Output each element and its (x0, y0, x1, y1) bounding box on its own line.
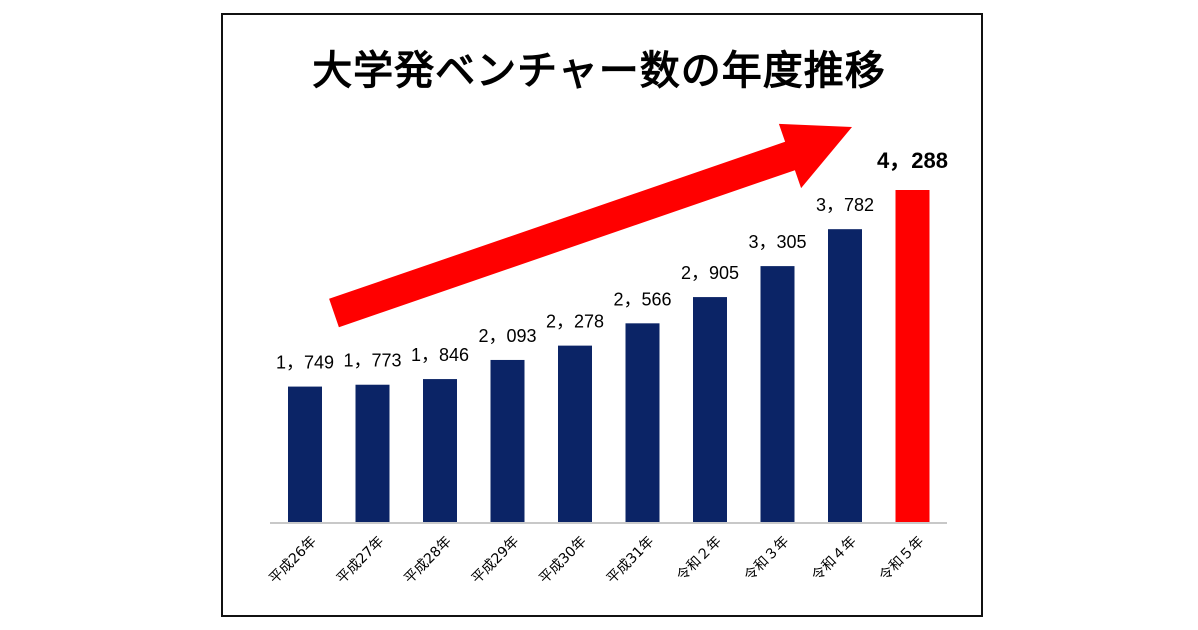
x-tick-label-3: 平成28年 (401, 534, 455, 588)
data-label-1: 1，749 (276, 353, 334, 373)
bar-4 (490, 359, 525, 522)
data-label-9: 3，782 (816, 195, 874, 215)
data-label-6: 2，566 (613, 289, 671, 309)
data-label-7: 2，905 (681, 263, 739, 283)
chart-title: 大学発ベンチャー数の年度推移 (312, 48, 886, 94)
x-tick-label-2: 平成27年 (334, 534, 388, 588)
bar-7 (693, 297, 727, 522)
x-tick-label-7: 令和２年 (674, 534, 725, 585)
x-tick-label-9: 令和４年 (809, 534, 860, 585)
bar-10 (895, 190, 930, 522)
data-label-8: 3，305 (748, 232, 806, 252)
x-tick-label-6: 平成31年 (604, 534, 658, 588)
data-label-10: 4，288 (877, 148, 948, 173)
x-tick-label-4: 平成29年 (469, 534, 523, 588)
bar-8 (760, 266, 795, 522)
x-tick-label-1: 平成26年 (266, 534, 320, 588)
bar-3 (423, 379, 457, 522)
bar-5 (558, 345, 592, 522)
data-label-2: 1，773 (343, 351, 401, 371)
bar-2 (355, 384, 390, 522)
data-label-3: 1，846 (411, 345, 469, 365)
x-tick-label-5: 平成30年 (536, 534, 590, 588)
bar-9 (828, 229, 862, 522)
trend-arrow (329, 123, 853, 328)
bar-1 (288, 386, 322, 522)
x-tick-label-10: 令和５年 (876, 534, 927, 585)
data-label-4: 2，093 (478, 326, 536, 346)
bar-6 (625, 323, 660, 522)
data-label-5: 2，278 (546, 312, 604, 332)
x-tick-label-8: 令和３年 (741, 534, 792, 585)
